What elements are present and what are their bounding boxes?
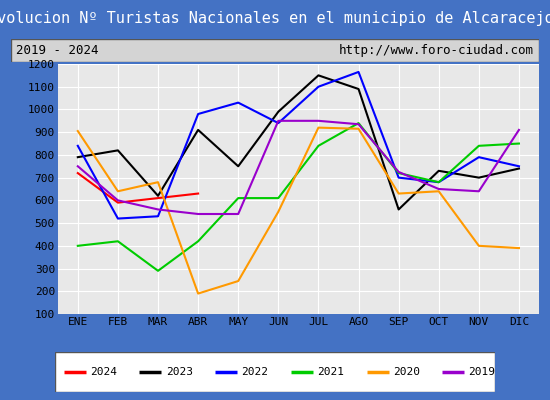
Text: http://www.foro-ciudad.com: http://www.foro-ciudad.com <box>339 44 534 57</box>
FancyBboxPatch shape <box>11 39 539 62</box>
Text: 2024: 2024 <box>90 367 117 377</box>
Text: Evolucion Nº Turistas Nacionales en el municipio de Alcaracejos: Evolucion Nº Turistas Nacionales en el m… <box>0 12 550 26</box>
Text: 2020: 2020 <box>393 367 420 377</box>
Text: 2023: 2023 <box>166 367 193 377</box>
Text: 2019: 2019 <box>469 367 496 377</box>
FancyBboxPatch shape <box>55 352 495 392</box>
Text: 2021: 2021 <box>317 367 344 377</box>
Text: 2022: 2022 <box>241 367 268 377</box>
Text: 2019 - 2024: 2019 - 2024 <box>16 44 99 57</box>
